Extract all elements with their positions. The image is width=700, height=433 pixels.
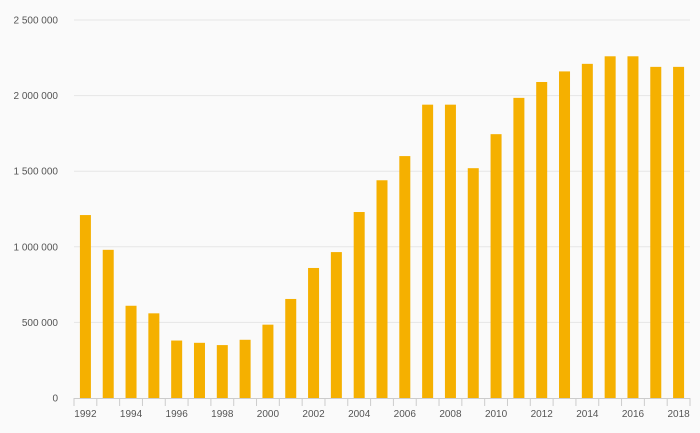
bar-1994: [125, 305, 137, 398]
bar-2006: [399, 156, 411, 398]
bar-1999: [239, 339, 251, 398]
x-tick-label: 2016: [622, 409, 645, 420]
bar-1993: [102, 249, 114, 398]
bar-2018: [673, 66, 685, 399]
y-tick-label: 2 500 000: [14, 16, 59, 27]
bar-2005: [376, 180, 388, 398]
x-tick-label: 2018: [667, 409, 690, 420]
bar-2003: [330, 252, 342, 398]
x-tick-label: 2006: [394, 409, 417, 420]
y-tick-label: 1 500 000: [14, 167, 59, 178]
x-tick-label: 2014: [576, 409, 599, 420]
bar-2009: [467, 168, 479, 398]
x-tick-label: 2012: [531, 409, 554, 420]
bar-2015: [604, 56, 616, 398]
x-tick-label: 1994: [120, 409, 143, 420]
x-tick-label: 1992: [74, 409, 97, 420]
x-tick-marks: [73, 398, 691, 406]
bar-2004: [353, 212, 365, 398]
y-tick-label: 2 000 000: [14, 91, 59, 102]
x-tick-label: 2004: [348, 409, 371, 420]
bar-2008: [444, 104, 456, 399]
bar-1992: [79, 215, 91, 398]
x-tick-label: 2010: [485, 409, 508, 420]
bar-2016: [627, 56, 639, 398]
bar-2012: [536, 81, 548, 399]
bar-1998: [216, 345, 228, 398]
bar-1995: [148, 313, 160, 398]
x-axis-labels: 1992 1994 1996 1998 2000 2002 2004 2006 2008 2010…: [74, 409, 690, 420]
bar-2013: [559, 71, 571, 398]
x-tick-label: 1996: [166, 409, 189, 420]
y-tick-label: 1 000 000: [14, 242, 59, 253]
y-tick-label: 0: [52, 394, 58, 405]
y-axis-labels: 0 500 000 1 000 000 1 500 000 2 000 000 2 500…: [14, 16, 59, 405]
x-tick-label: 2000: [257, 409, 280, 420]
y-tick-label: 500 000: [22, 318, 59, 329]
bar-2000: [262, 324, 274, 398]
bar-2007: [422, 104, 434, 399]
bar-2014: [581, 63, 593, 398]
bar-1997: [193, 342, 205, 398]
bar-2002: [308, 267, 320, 398]
x-tick-label: 1998: [211, 409, 234, 420]
bar-2001: [285, 298, 297, 398]
bar-1996: [171, 340, 183, 398]
bar-2017: [650, 66, 662, 399]
bar-2011: [513, 97, 525, 399]
x-tick-label: 2002: [302, 409, 325, 420]
x-tick-label: 2008: [439, 409, 462, 420]
bar-2010: [490, 134, 502, 398]
bars: [79, 56, 685, 399]
